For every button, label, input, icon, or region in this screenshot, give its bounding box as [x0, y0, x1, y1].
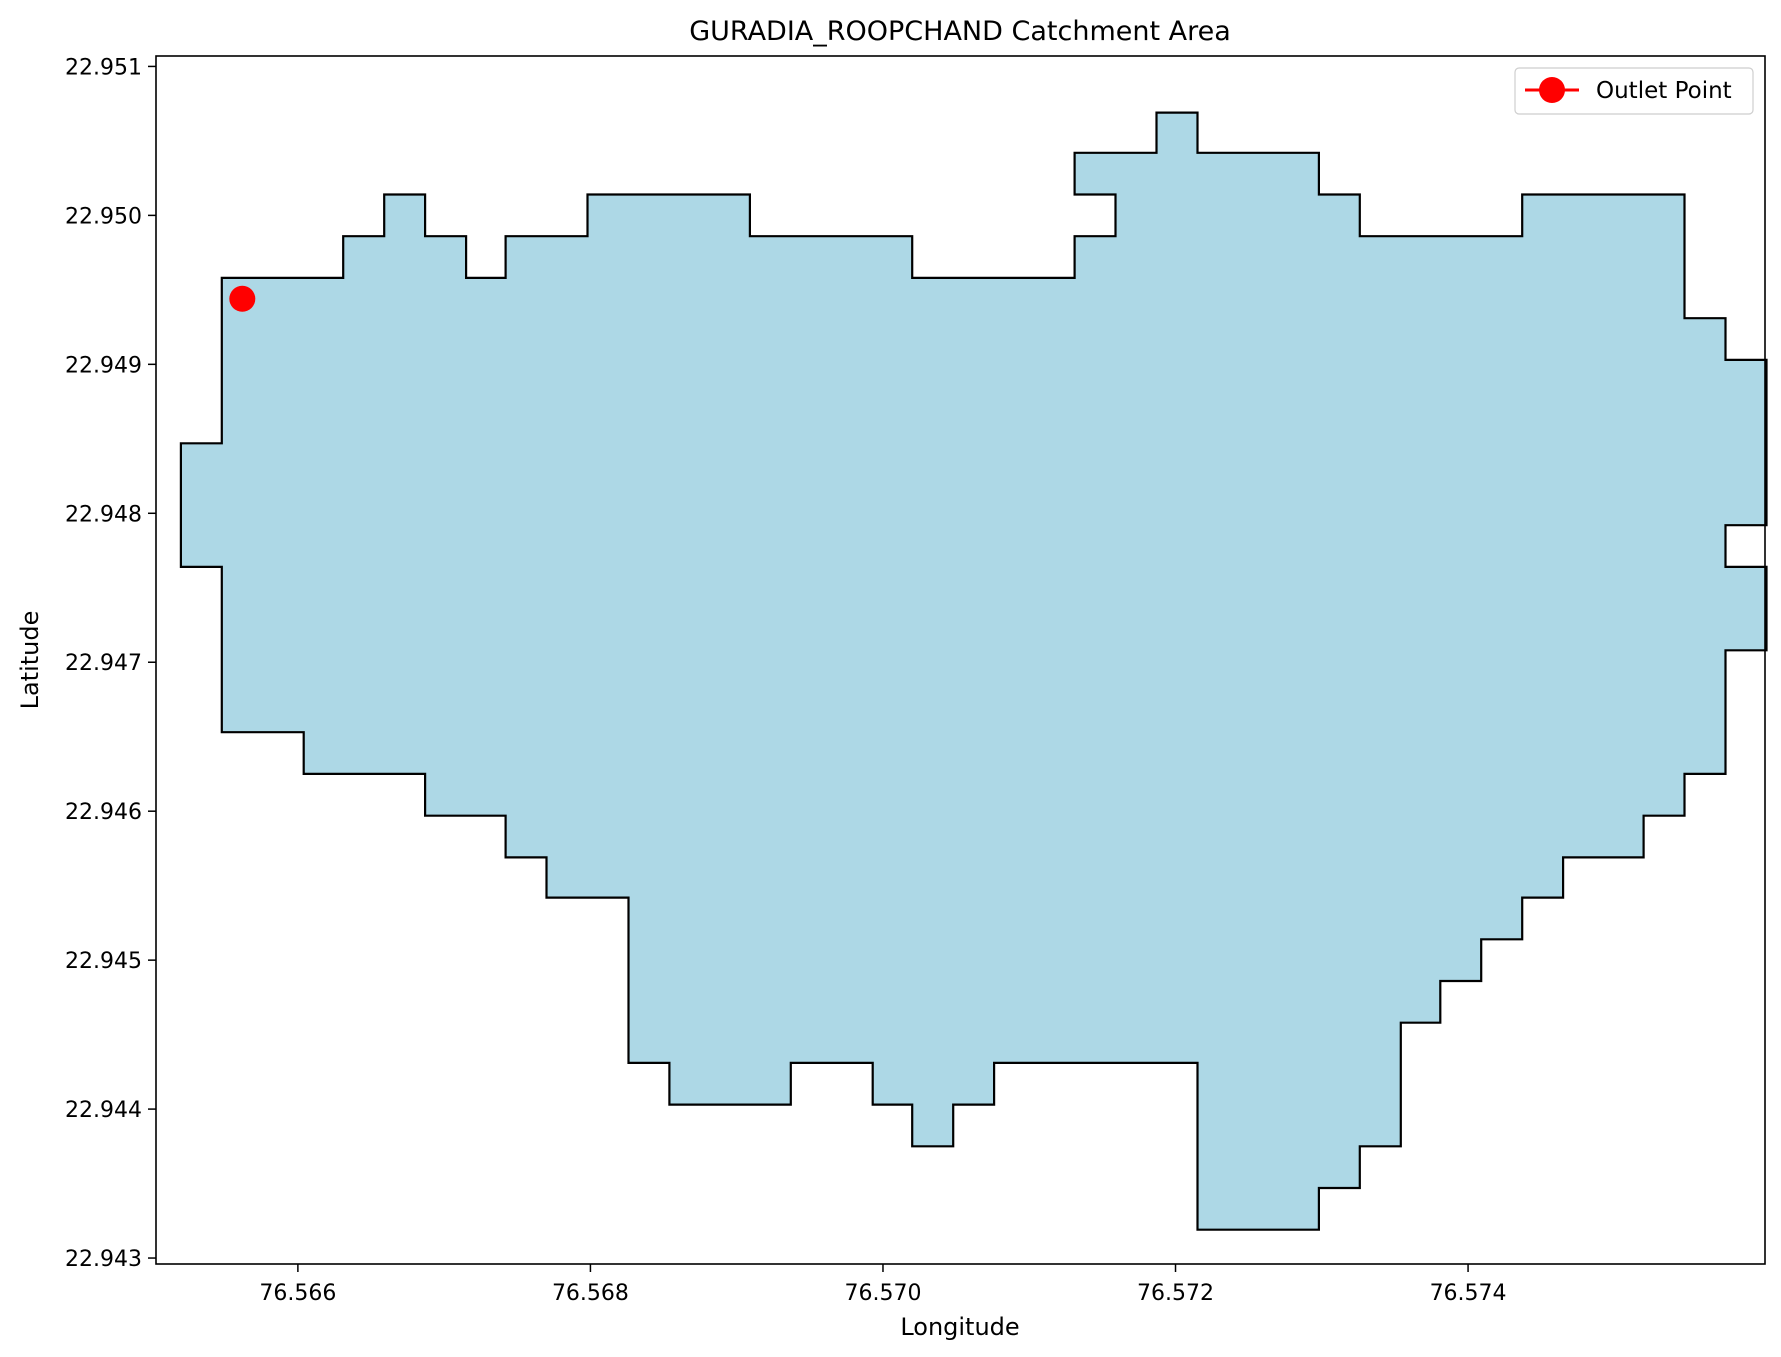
y-tick-label: 22.950 — [65, 204, 142, 229]
catchment-polygon — [179, 111, 1768, 1231]
y-tick-label: 22.943 — [65, 1247, 142, 1272]
legend-box — [1514, 67, 1754, 115]
x-tick-label: 76.574 — [1430, 1281, 1507, 1306]
outlet-point-marker — [229, 285, 256, 312]
x-tick-label: 76.568 — [552, 1281, 629, 1306]
y-tick-label: 22.951 — [65, 55, 142, 80]
x-tick-label: 76.572 — [1137, 1281, 1214, 1306]
plot-area — [179, 111, 1768, 1231]
legend-marker-dot — [1539, 77, 1565, 103]
x-axis: 76.566 76.568 76.570 76.572 76.574 — [259, 1264, 1507, 1306]
y-tick-label: 22.946 — [65, 800, 142, 825]
x-tick-label: 76.570 — [844, 1281, 921, 1306]
y-tick-label: 22.947 — [65, 651, 142, 676]
x-axis-label: Longitude — [900, 1313, 1019, 1341]
chart-title: GURADIA_ROOPCHAND Catchment Area — [689, 16, 1231, 47]
axes-frame — [155, 55, 1766, 1265]
y-tick-label: 22.949 — [65, 353, 142, 378]
y-axis-label: Latitude — [16, 611, 44, 710]
legend-entry-outlet-point: Outlet Point — [1596, 78, 1732, 104]
y-axis: 22.943 22.944 22.945 22.946 22.947 22.948 22.9… — [65, 55, 156, 1272]
y-tick-label: 22.948 — [65, 502, 142, 527]
y-tick-label: 22.944 — [65, 1098, 142, 1123]
legend: Outlet Point — [1514, 67, 1754, 115]
x-tick-label: 76.566 — [259, 1281, 336, 1306]
y-tick-label: 22.945 — [65, 949, 142, 974]
